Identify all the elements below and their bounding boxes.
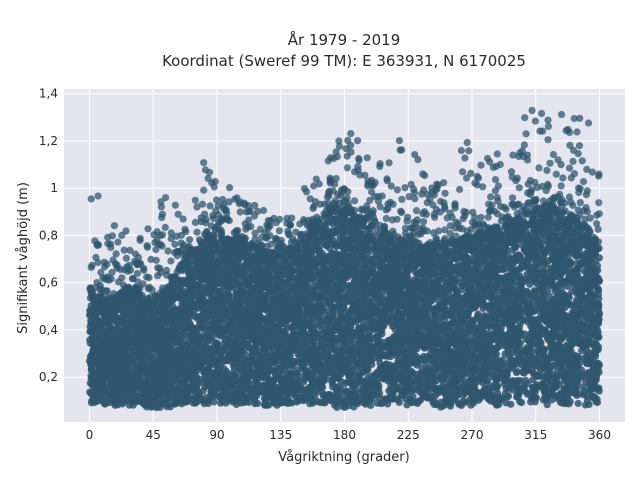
data-point xyxy=(155,379,163,387)
data-point xyxy=(298,334,306,342)
x-tick-label: 45 xyxy=(146,428,161,442)
data-point xyxy=(298,393,306,401)
x-tick-label: 135 xyxy=(269,428,292,442)
y-tick-label: 1,2 xyxy=(39,134,58,148)
x-tick-label: 360 xyxy=(588,428,611,442)
x-tick-label: 90 xyxy=(209,428,224,442)
y-tick-label: 0,6 xyxy=(39,276,58,290)
x-tick-label: 270 xyxy=(461,428,484,442)
x-tick-label: 180 xyxy=(333,428,356,442)
y-tick-label: 0,8 xyxy=(39,228,58,242)
y-tick-label: 0,2 xyxy=(39,370,58,384)
y-tick-label: 0,4 xyxy=(39,323,58,337)
data-point xyxy=(505,384,513,392)
y-tick-label: 1,4 xyxy=(39,87,58,101)
x-tick-label: 0 xyxy=(86,428,94,442)
chart-title-line-1: År 1979 - 2019 xyxy=(288,30,401,49)
data-point xyxy=(542,260,551,268)
x-axis-ticks: 0 45 90 135 180 225 270 315 360 xyxy=(86,428,611,442)
y-axis-ticks: 0,2 0,4 0,6 0,8 1 1,2 1,4 xyxy=(39,87,58,384)
data-point xyxy=(574,399,582,408)
x-tick-label: 315 xyxy=(524,428,547,442)
data-points xyxy=(85,106,604,412)
y-tick-label: 1 xyxy=(50,181,58,195)
x-tick-label: 225 xyxy=(397,428,420,442)
chart-title-line-2: Koordinat (Sweref 99 TM): E 363931, N 61… xyxy=(162,52,526,70)
